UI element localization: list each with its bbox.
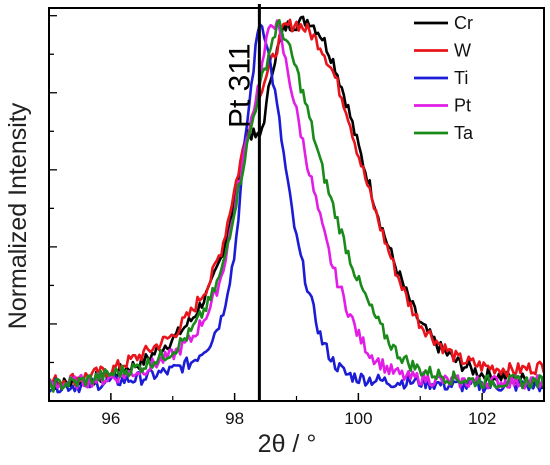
- legend-label-ti: Ti: [454, 68, 468, 88]
- reference-line-label: Pt 311: [223, 43, 256, 128]
- legend-label-cr: Cr: [454, 13, 473, 33]
- x-axis-label: 2θ / °: [258, 430, 317, 458]
- reference-line-layer: Pt 311: [223, 4, 261, 401]
- legend-label-w: W: [454, 41, 471, 61]
- series-layer: [47, 15, 546, 394]
- x-tick-label: 98: [225, 409, 244, 428]
- axes-layer: 96 98 100 102: [48, 7, 545, 428]
- legend: Cr W Ti Pt Ta: [414, 13, 474, 143]
- x-tick-label: 96: [101, 409, 120, 428]
- x-tick-label: 100: [344, 409, 372, 428]
- legend-label-ta: Ta: [454, 123, 474, 143]
- series-line-ti: [48, 22, 545, 394]
- x-tick-label: 102: [468, 409, 496, 428]
- legend-label-pt: Pt: [454, 96, 471, 116]
- series-line-w: [47, 18, 546, 388]
- y-axis-label: Normalized Intensity: [4, 102, 32, 329]
- series-line-ta: [47, 18, 546, 393]
